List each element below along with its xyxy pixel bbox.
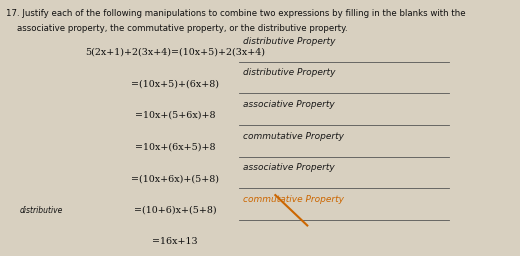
Text: commutative Property: commutative Property	[243, 195, 344, 204]
Text: =10x+(6x+5)+8: =10x+(6x+5)+8	[135, 143, 215, 152]
Text: associative property, the commutative property, or the distributive property.: associative property, the commutative pr…	[6, 24, 347, 33]
Text: =(10x+6x)+(5+8): =(10x+6x)+(5+8)	[131, 174, 219, 183]
Text: =(10+6)x+(5+8): =(10+6)x+(5+8)	[134, 206, 216, 215]
Text: =10x+(5+6x)+8: =10x+(5+6x)+8	[135, 111, 215, 120]
Text: =16x+13: =16x+13	[152, 238, 198, 247]
Text: associative Property: associative Property	[243, 163, 335, 172]
Text: associative Property: associative Property	[243, 100, 335, 109]
Text: 5(2x+1)+2(3x+4)=(10x+5)+2(3x+4): 5(2x+1)+2(3x+4)=(10x+5)+2(3x+4)	[85, 48, 265, 57]
Text: 17. Justify each of the following manipulations to combine two expressions by fi: 17. Justify each of the following manipu…	[6, 9, 465, 18]
Text: distributive Property: distributive Property	[243, 37, 336, 46]
Text: distributive Property: distributive Property	[243, 68, 336, 77]
Text: commutative Property: commutative Property	[243, 132, 344, 141]
Text: distributive: distributive	[20, 206, 63, 215]
Text: =(10x+5)+(6x+8): =(10x+5)+(6x+8)	[131, 79, 219, 88]
